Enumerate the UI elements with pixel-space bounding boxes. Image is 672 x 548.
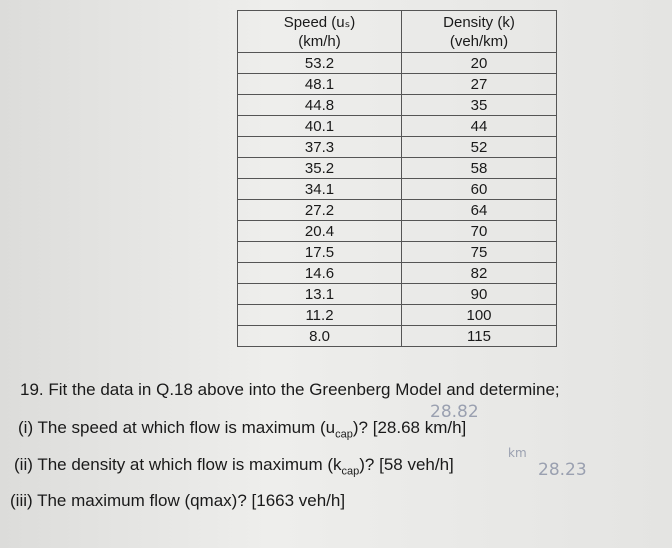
- table-cell: 17.5: [237, 241, 402, 263]
- part-text: The maximum flow (qmax)? [1663 veh/h]: [37, 491, 346, 510]
- table-cell: 35.2: [237, 157, 402, 179]
- part-text: )? [28.68 km/h]: [352, 418, 467, 437]
- table-row: 8.0 115: [237, 325, 557, 347]
- table-cell: 40.1: [237, 115, 402, 137]
- table-cell: 27: [401, 73, 557, 95]
- table-cell: 53.2: [237, 52, 402, 74]
- table-cell: 13.1: [237, 283, 402, 305]
- handwritten-note: km: [508, 446, 527, 460]
- part-text: The speed at which flow is maximum (u: [37, 418, 336, 437]
- table-cell: 48.1: [237, 73, 402, 95]
- header-cell: Speed (uₛ) (km/h): [237, 10, 402, 53]
- table-cell: 52: [401, 136, 557, 158]
- table-cell: 8.0: [237, 325, 402, 347]
- table-cell: 64: [401, 199, 557, 221]
- table-row: 20.4 70: [237, 220, 557, 242]
- table-row: 48.1 27: [237, 73, 557, 95]
- table-cell: 75: [401, 241, 557, 263]
- table-cell: 35: [401, 94, 557, 116]
- handwritten-note: 28.82: [430, 402, 479, 422]
- header-text: (km/h): [298, 32, 341, 50]
- table-row: 53.2 20: [237, 52, 557, 74]
- part-label: (iii): [10, 491, 33, 510]
- table-cell: 115: [401, 325, 557, 347]
- table-row: 40.1 44: [237, 115, 557, 137]
- part: (i) The speed at which flow is maximum (…: [18, 418, 466, 440]
- table-cell: 44.8: [237, 94, 402, 116]
- table-cell: 90: [401, 283, 557, 305]
- table-row: 11.2 100: [237, 304, 557, 326]
- table-row: 27.2 64: [237, 199, 557, 221]
- part-sub: cap: [335, 428, 353, 441]
- table-cell: 58: [401, 157, 557, 179]
- table-cell: 70: [401, 220, 557, 242]
- table-row: 14.6 82: [237, 262, 557, 284]
- question-text: Fit the data in Q.18 above into the Gree…: [48, 380, 560, 399]
- table-cell: 37.3: [237, 136, 402, 158]
- table-row: 13.1 90: [237, 283, 557, 305]
- header-cell: Density (k) (veh/km): [401, 10, 557, 53]
- table-row: 44.8 35: [237, 94, 557, 116]
- part: (iii) The maximum flow (qmax)? [1663 veh…: [10, 491, 345, 511]
- header-text: (veh/km): [449, 32, 509, 50]
- table-row: 17.5 75: [237, 241, 557, 263]
- table-cell: 82: [401, 262, 557, 284]
- table-cell: 60: [401, 178, 557, 200]
- table-row: 35.2 58: [237, 157, 557, 179]
- table-cell: 20: [401, 52, 557, 74]
- table-cell: 11.2: [237, 304, 402, 326]
- part-sub: cap: [341, 465, 360, 478]
- table-cell: 100: [401, 304, 557, 326]
- table-body: 53.2 20 48.1 27 44.8 35 40.1 44 37.3 52 35.2 58 34.1…: [237, 52, 557, 347]
- table-row: 37.3 52: [237, 136, 557, 158]
- question: 19. Fit the data in Q.18 above into the …: [20, 380, 560, 400]
- table-cell: 34.1: [237, 178, 402, 200]
- part-label: (i): [18, 418, 34, 437]
- question-number: 19.: [20, 380, 44, 399]
- part: (ii) The density at which flow is maximu…: [14, 455, 454, 477]
- part-text: )? [58 veh/h]: [359, 455, 454, 474]
- part-text: The density at which flow is maximum (k: [37, 455, 342, 474]
- header-text: Speed (uₛ): [283, 13, 356, 31]
- header-text: Density (k): [443, 13, 515, 31]
- table-cell: 14.6: [237, 262, 402, 284]
- table-cell: 44: [401, 115, 557, 137]
- table-cell: 20.4: [237, 220, 402, 242]
- part-label: (ii): [14, 455, 33, 474]
- handwritten-note: 28.23: [538, 460, 587, 480]
- table-cell: 27.2: [237, 199, 402, 221]
- header-row: Speed (uₛ) (km/h) Density (k) (veh/km): [237, 10, 557, 53]
- data-table: Speed (uₛ) (km/h) Density (k) (veh/km) 53.…: [237, 10, 557, 347]
- table-row: 34.1 60: [237, 178, 557, 200]
